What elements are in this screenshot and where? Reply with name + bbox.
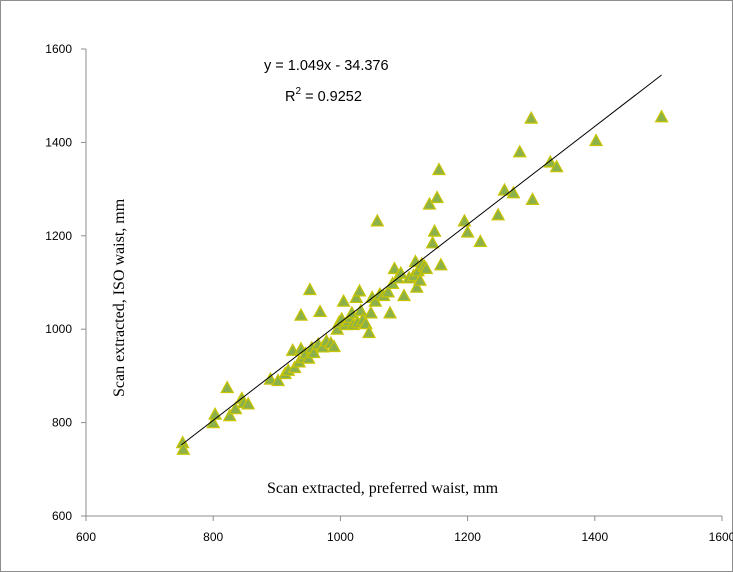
data-point bbox=[387, 261, 402, 275]
data-point bbox=[412, 272, 427, 286]
data-point bbox=[433, 257, 448, 271]
data-point bbox=[491, 207, 506, 221]
axes bbox=[85, 49, 722, 517]
data-point bbox=[460, 224, 475, 238]
data-point bbox=[370, 213, 385, 227]
y-tick-label: 1600 bbox=[45, 42, 72, 56]
data-point bbox=[208, 406, 223, 420]
y-tick-label: 1200 bbox=[45, 229, 72, 243]
data-point bbox=[363, 305, 378, 319]
data-point bbox=[543, 154, 558, 168]
x-axis-label: Scan extracted, preferred waist, mm bbox=[267, 480, 499, 497]
data-point bbox=[381, 284, 396, 298]
data-point bbox=[409, 279, 424, 293]
data-point bbox=[327, 339, 342, 353]
data-point bbox=[419, 261, 434, 275]
data-point bbox=[352, 283, 367, 297]
data-point bbox=[512, 144, 527, 158]
y-tick-label: 1400 bbox=[45, 135, 72, 149]
data-point bbox=[353, 303, 368, 317]
data-point bbox=[362, 325, 377, 339]
data-point bbox=[220, 380, 235, 394]
r-squared-value: = 0.9252 bbox=[301, 89, 362, 105]
r-squared-superscript: 2 bbox=[295, 86, 301, 97]
data-point bbox=[382, 305, 398, 319]
data-point bbox=[524, 110, 539, 124]
data-point bbox=[176, 441, 191, 455]
data-point bbox=[336, 293, 351, 307]
data-point bbox=[506, 185, 521, 199]
x-tick-label: 1000 bbox=[327, 530, 354, 544]
x-tick-label: 1600 bbox=[709, 530, 733, 544]
data-point bbox=[457, 213, 472, 227]
data-point bbox=[425, 235, 440, 249]
data-point bbox=[271, 373, 286, 387]
data-point bbox=[525, 192, 540, 205]
data-point bbox=[313, 304, 328, 318]
data-point bbox=[349, 290, 364, 304]
data-point bbox=[589, 133, 604, 147]
data-point bbox=[497, 182, 512, 196]
y-tick-label: 600 bbox=[52, 509, 72, 523]
data-points bbox=[175, 109, 669, 455]
trendline bbox=[181, 74, 662, 446]
data-point bbox=[427, 223, 442, 237]
x-tick-label: 1200 bbox=[454, 530, 481, 544]
data-point bbox=[293, 307, 308, 321]
data-point bbox=[654, 109, 669, 123]
data-point bbox=[473, 234, 488, 248]
data-point bbox=[549, 159, 564, 173]
x-tick-label: 800 bbox=[203, 530, 223, 544]
data-point bbox=[431, 162, 446, 176]
data-point bbox=[422, 196, 437, 210]
x-tick-label: 600 bbox=[76, 530, 96, 544]
data-point bbox=[302, 282, 317, 296]
y-tick-label: 1000 bbox=[45, 322, 72, 336]
y-tick-label: 800 bbox=[52, 416, 72, 430]
trendline-equation: y = 1.049x - 34.376 bbox=[264, 58, 389, 74]
data-point bbox=[396, 288, 412, 302]
x-tick-label: 1400 bbox=[581, 530, 608, 544]
data-point bbox=[241, 396, 256, 410]
y-axis-label: Scan extracted, ISO waist, mm bbox=[111, 198, 128, 397]
r-squared-prefix: R bbox=[285, 89, 295, 105]
data-point bbox=[430, 190, 445, 204]
r-squared-label: R2 = 0.9252 bbox=[285, 86, 362, 105]
ticks: 600 800 1000 1200 1400 1600 600 800 1000 1200 1400… bbox=[45, 42, 733, 544]
data-point bbox=[393, 265, 408, 279]
data-point bbox=[222, 408, 237, 422]
